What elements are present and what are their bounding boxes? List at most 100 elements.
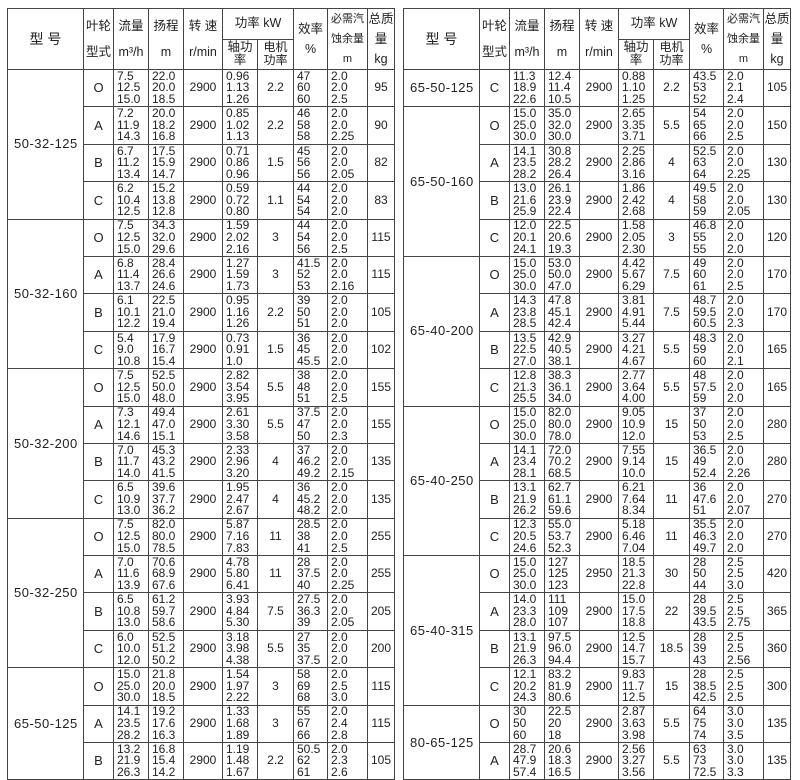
shaft-power-cell-value: 2.61 (226, 405, 250, 420)
npsh-cell-value: 2.0 (331, 592, 348, 607)
header-flow: 流量 m³/h (113, 8, 149, 70)
efficiency-cell-value: 44 (297, 218, 311, 233)
flow-cell-value: 50 (513, 716, 527, 731)
npsh-cell: 2.0 2.3 2.6 (327, 742, 368, 780)
npsh-cell-value: 2.0 (331, 652, 348, 667)
header-head: 扬程 m (148, 8, 184, 70)
efficiency-cell: 27.5 36.3 39 (293, 592, 328, 631)
head-cell: 97.5 96.0 94.4 (544, 629, 580, 669)
head-cell: 47.8 45.1 42.4 (544, 293, 580, 332)
npsh-cell-value: 2.3 (727, 316, 744, 331)
npsh-cell-value: 2.0 (331, 180, 348, 195)
table-row: C 6.5 10.9 13.0 39.6 37.7 36.2 2900 1.95 2.47 2.67… (8, 480, 395, 519)
mass-cell: 115 (367, 255, 395, 295)
impeller-type: C (479, 517, 510, 557)
flow-cell-value: 15.0 (117, 391, 141, 406)
header-line: 效率 (693, 22, 719, 36)
flow-cell-value: 14.1 (513, 143, 537, 158)
motor-power-cell: 2.2 (257, 68, 294, 108)
efficiency-cell-value: 56 (297, 155, 311, 170)
flow-cell-value: 6.5 (117, 480, 134, 495)
efficiency-cell-value: 40 (297, 578, 311, 593)
head-cell: 22.0 20.0 18.5 (148, 68, 184, 108)
speed-cell: 2900 (183, 555, 223, 594)
npsh-cell: 2.5 2.5 2.5 (723, 667, 764, 706)
mass-cell: 270 (763, 480, 791, 519)
table-row: 80-65-125 O 30 50 60 22.5 20 18 2900 2.87 3.63 3.98… (403, 704, 791, 780)
head-cell-value: 34.0 (548, 391, 572, 406)
flow-cell-value: 12.5 (117, 379, 141, 394)
npsh-cell-value: 2.0 (727, 241, 744, 256)
flow-cell-value: 20.2 (513, 678, 537, 693)
head-cell-value: 123 (548, 578, 569, 593)
speed-cell: 2900 (579, 293, 619, 332)
npsh-cell-value: 2.15 (331, 465, 355, 480)
header-line: 总质量 (368, 12, 394, 46)
flow-cell-value: 7.0 (117, 554, 134, 569)
head-cell-value: 82.0 (548, 405, 572, 420)
head-cell-value: 15.9 (152, 155, 176, 170)
flow-cell-value: 12.8 (513, 367, 537, 382)
head-cell: 127 125 123 (544, 555, 580, 594)
npsh-cell-value: 3.5 (727, 727, 744, 742)
npsh-cell: 2.0 2.0 2.5 (327, 517, 368, 557)
shaft-power-cell: 1.54 1.97 2.22 (222, 667, 258, 706)
model-cell: 65-50-125 (7, 667, 84, 780)
npsh-cell: 2.0 2.0 2.0 (327, 330, 368, 370)
head-cell: 22.5 20 18 (544, 704, 580, 744)
npsh-cell-value: 2.0 (331, 367, 348, 382)
motor-power-cell: 11 (257, 555, 294, 594)
head-cell-value: 107 (548, 615, 569, 630)
shaft-power-cell: 0.88 1.10 1.25 (618, 68, 654, 108)
shaft-power-cell-value: 4.42 (622, 255, 646, 270)
npsh-cell-value: 2.0 (727, 379, 744, 394)
efficiency-cell-value: 48.7 (693, 293, 717, 308)
npsh-cell-value: 2.5 (331, 241, 348, 256)
head-cell-value: 45.1 (548, 304, 572, 319)
spec-table-left-wrapper: 型 号叶轮 型式 流量 m³/h 扬程 m 转 速 r/min 功率 kW 效率% 必需汽蚀余量 m 总… (7, 8, 395, 780)
efficiency-cell: 41.5 52 53 (293, 255, 328, 295)
shaft-power-cell-value: 0.85 (226, 106, 250, 121)
impeller-type: B (83, 293, 114, 332)
head-cell-value: 67.6 (152, 578, 176, 593)
head-cell-value: 83.2 (548, 667, 572, 682)
impeller-type: O (479, 704, 510, 744)
head-cell: 22.5 20.6 19.3 (544, 218, 580, 257)
flow-cell: 6.0 10.0 12.0 (113, 629, 149, 669)
head-cell-value: 72.0 (548, 442, 572, 457)
efficiency-cell: 58 69 68 (293, 667, 328, 706)
table-row: B 13.1 21.9 26.3 97.5 96.0 94.4 2900 12.5 14.7 15.… (404, 629, 791, 669)
efficiency-cell-value: 58 (297, 129, 311, 144)
npsh-cell-value: 2.0 (331, 353, 348, 368)
shaft-power-cell: 5.18 6.46 7.04 (618, 517, 654, 557)
head-cell: 35.0 32.0 30.0 (544, 106, 580, 145)
head-cell-value: 61.1 (548, 491, 572, 506)
efficiency-cell-value: 39 (297, 293, 311, 308)
head-cell: 72.0 70.2 68.5 (544, 442, 580, 482)
flow-cell: 28.7 47.9 57.4 (509, 742, 545, 780)
motor-power-cell: 3 (257, 218, 294, 257)
head-cell-value: 42.4 (548, 316, 572, 331)
mass-cell: 365 (763, 592, 791, 631)
speed-cell: 2900 (579, 218, 619, 257)
flow-cell-value: 60 (513, 727, 527, 742)
table-row: A 14.1 23.4 28.1 72.0 70.2 68.5 2900 7.55 9.14 10.… (404, 442, 791, 482)
shaft-power-cell: 2.82 3.54 3.95 (222, 368, 258, 407)
flow-cell-value: 57.4 (513, 765, 537, 780)
npsh-cell-value: 2.0 (331, 491, 348, 506)
shaft-power-cell-value: 2.33 (226, 442, 250, 457)
header-shaft-power: 轴功率 (618, 38, 654, 70)
shaft-power-cell: 18.5 21.3 22.8 (618, 555, 654, 594)
efficiency-cell-value: 49.2 (297, 465, 321, 480)
shaft-power-cell-value: 2.65 (622, 106, 646, 121)
head-cell-value: 82.0 (152, 517, 176, 532)
shaft-power-cell-value: 1.58 (622, 218, 646, 233)
flow-cell: 14.1 23.4 28.1 (509, 442, 545, 482)
flow-cell-value: 10.1 (117, 304, 141, 319)
npsh-cell-value: 2.75 (727, 615, 751, 630)
table-row: 65-50-125 O 15.0 25.0 30.0 21.8 20.0 18.5 2900 1.… (7, 667, 395, 780)
head-cell-value: 19.2 (152, 704, 176, 719)
head-cell-value: 26.1 (548, 180, 572, 195)
speed-cell: 2900 (183, 143, 223, 183)
motor-power-cell: 5.5 (257, 368, 294, 407)
